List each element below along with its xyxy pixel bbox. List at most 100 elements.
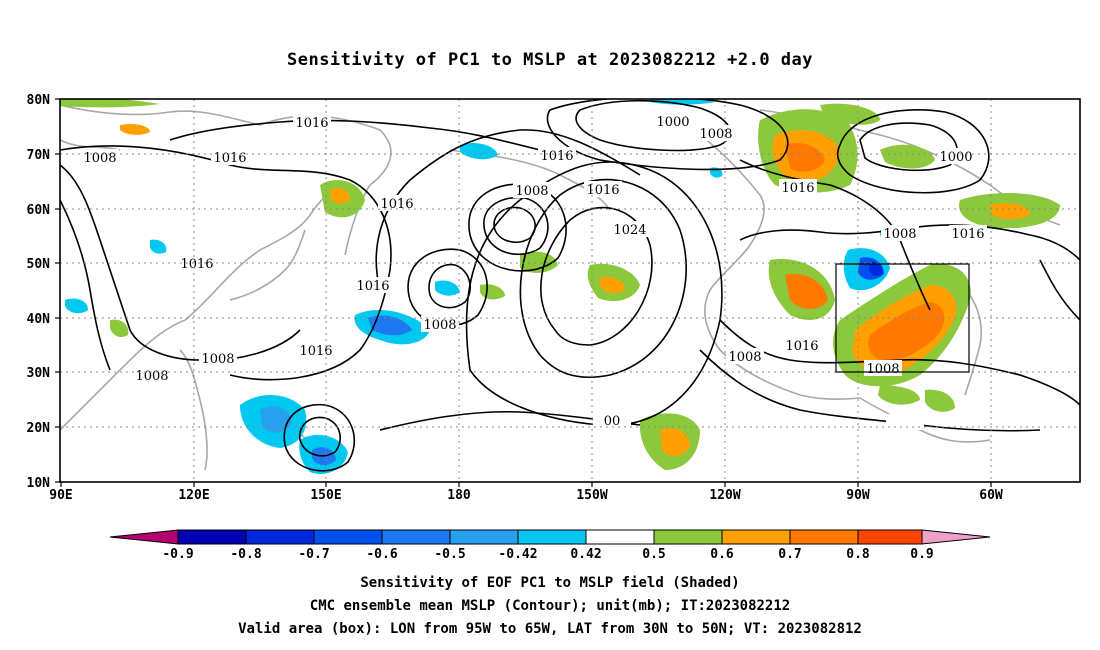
lon-label: 120W (709, 488, 740, 503)
shade-negative-region (435, 280, 460, 296)
contour-1016-west (60, 145, 392, 381)
contour-typhoon-inner (299, 416, 341, 457)
colorbar: -0.9 -0.8 -0.7 -0.6 -0.5 -0.42 0.42 0.5 … (109, 529, 991, 562)
contour-label: 1008 (883, 227, 916, 242)
colorbar-swatch (381, 529, 451, 545)
lon-label: 180 (447, 488, 471, 503)
shade-positive-region (110, 319, 129, 338)
coastline-se-asia (179, 349, 208, 471)
contour-1000-arctic (575, 99, 732, 152)
contour-1016-atlantic (1039, 259, 1080, 321)
contour-label: 1016 (299, 344, 332, 359)
contour-label: 1008 (728, 350, 761, 365)
contour-label: 1008 (423, 318, 456, 333)
shade-negative-region (65, 298, 88, 314)
caption-valid-area: Valid area (box): LON from 95W to 65W, L… (238, 621, 862, 637)
contour-low-ring (468, 183, 567, 272)
contour-label: 1016 (540, 149, 573, 164)
contour-label: 1016 (951, 227, 984, 242)
colorbar-label: -0.5 (434, 547, 465, 562)
colorbar-right-arrow (921, 529, 991, 545)
colorbar-swatch (585, 529, 655, 545)
contour-label: 1016 (213, 151, 246, 166)
contour-label: 1024 (613, 223, 646, 238)
contour-1016-top (169, 119, 541, 151)
shade-positive-region (880, 144, 935, 169)
colorbar-left-arrow (109, 529, 179, 545)
contour-label: 1016 (180, 257, 213, 272)
contour-label: 1008 (83, 151, 116, 166)
colorbar-label: 0.7 (778, 547, 801, 562)
contour-1008-na-south (699, 349, 1041, 432)
sensitivity-shading (60, 99, 1060, 474)
lat-label: 60N (27, 203, 51, 218)
shade-negative-region (650, 99, 715, 105)
chart-title: Sensitivity of PC1 to MSLP at 2023082212… (286, 50, 813, 70)
contour-label: 1008 (515, 184, 548, 199)
shade-positive-region (868, 302, 945, 362)
colorbar-label: -0.6 (366, 547, 397, 562)
shade-positive-region (785, 143, 825, 172)
shade-positive-region (600, 277, 625, 294)
contour-label: 1000 (656, 115, 689, 130)
contour-label: 1016 (380, 197, 413, 212)
colorbar-swatch (245, 529, 315, 545)
latitude-axis: 80N 70N 60N 50N 40N 30N 20N 10N (27, 93, 60, 491)
colorbar-swatch (721, 529, 791, 545)
contour-low-ring (483, 196, 549, 256)
shade-positive-region (785, 273, 828, 309)
colorbar-label: -0.42 (498, 547, 537, 562)
plot-frame (59, 98, 1081, 483)
shade-negative-region (150, 239, 167, 254)
shade-negative-region (460, 143, 498, 160)
shade-positive-region (60, 99, 160, 108)
contour-label: 1016 (356, 279, 389, 294)
coastline-korea-japan (229, 229, 306, 301)
contour-1016-north (375, 129, 641, 291)
lat-label: 10N (27, 476, 51, 491)
colorbar-swatch (177, 529, 247, 545)
shade-positive-region (120, 123, 150, 135)
colorbar-label: -0.7 (298, 547, 329, 562)
colorbar-swatch (653, 529, 723, 545)
lon-label: 60W (979, 488, 1003, 503)
lon-label: 150E (310, 488, 341, 503)
contour-1000-east (859, 122, 958, 172)
contour-label: 1016 (295, 116, 328, 131)
shade-negative-region (260, 406, 292, 433)
colorbar-label: 0.5 (642, 547, 665, 562)
contour-typhoon-outer (283, 403, 356, 472)
contour-1008-east (836, 109, 990, 194)
coastline-na-west (699, 134, 861, 401)
contour-low-180 (428, 263, 471, 309)
shade-positive-region (878, 385, 920, 405)
lon-label: 120E (178, 488, 209, 503)
lat-label: 40N (27, 312, 51, 327)
coastline-na-east (959, 279, 983, 396)
shade-positive-region (925, 389, 955, 412)
contour-1008-asia (60, 164, 301, 362)
caption-shading: Sensitivity of EOF PC1 to MSLP field (Sh… (360, 575, 740, 591)
lat-label: 70N (27, 148, 51, 163)
colorbar-swatch (313, 529, 383, 545)
coastline-asia-east (60, 184, 346, 431)
lat-label: 50N (27, 257, 51, 272)
lat-label: 30N (27, 366, 51, 381)
contour-1024 (540, 206, 653, 346)
colorbar-swatch (517, 529, 587, 545)
shade-positive-region (330, 188, 350, 204)
contour-label: 1008 (201, 352, 234, 367)
mslp-contours (60, 99, 1080, 472)
contour-1016-high (519, 178, 687, 379)
lat-label: 20N (27, 421, 51, 436)
lat-label: 80N (27, 93, 51, 108)
shade-positive-region (520, 251, 558, 273)
lon-label: 150W (576, 488, 607, 503)
colorbar-label: 0.9 (910, 547, 933, 562)
longitude-axis: 90E 120E 150E 180 150W 120W 90W 60W (49, 482, 1003, 503)
colorbar-label: 0.42 (570, 547, 601, 562)
contour-label: 1008 (135, 369, 168, 384)
contour-label: 1008 (699, 127, 732, 142)
caption-contour: CMC ensemble mean MSLP (Contour); unit(m… (309, 598, 791, 614)
